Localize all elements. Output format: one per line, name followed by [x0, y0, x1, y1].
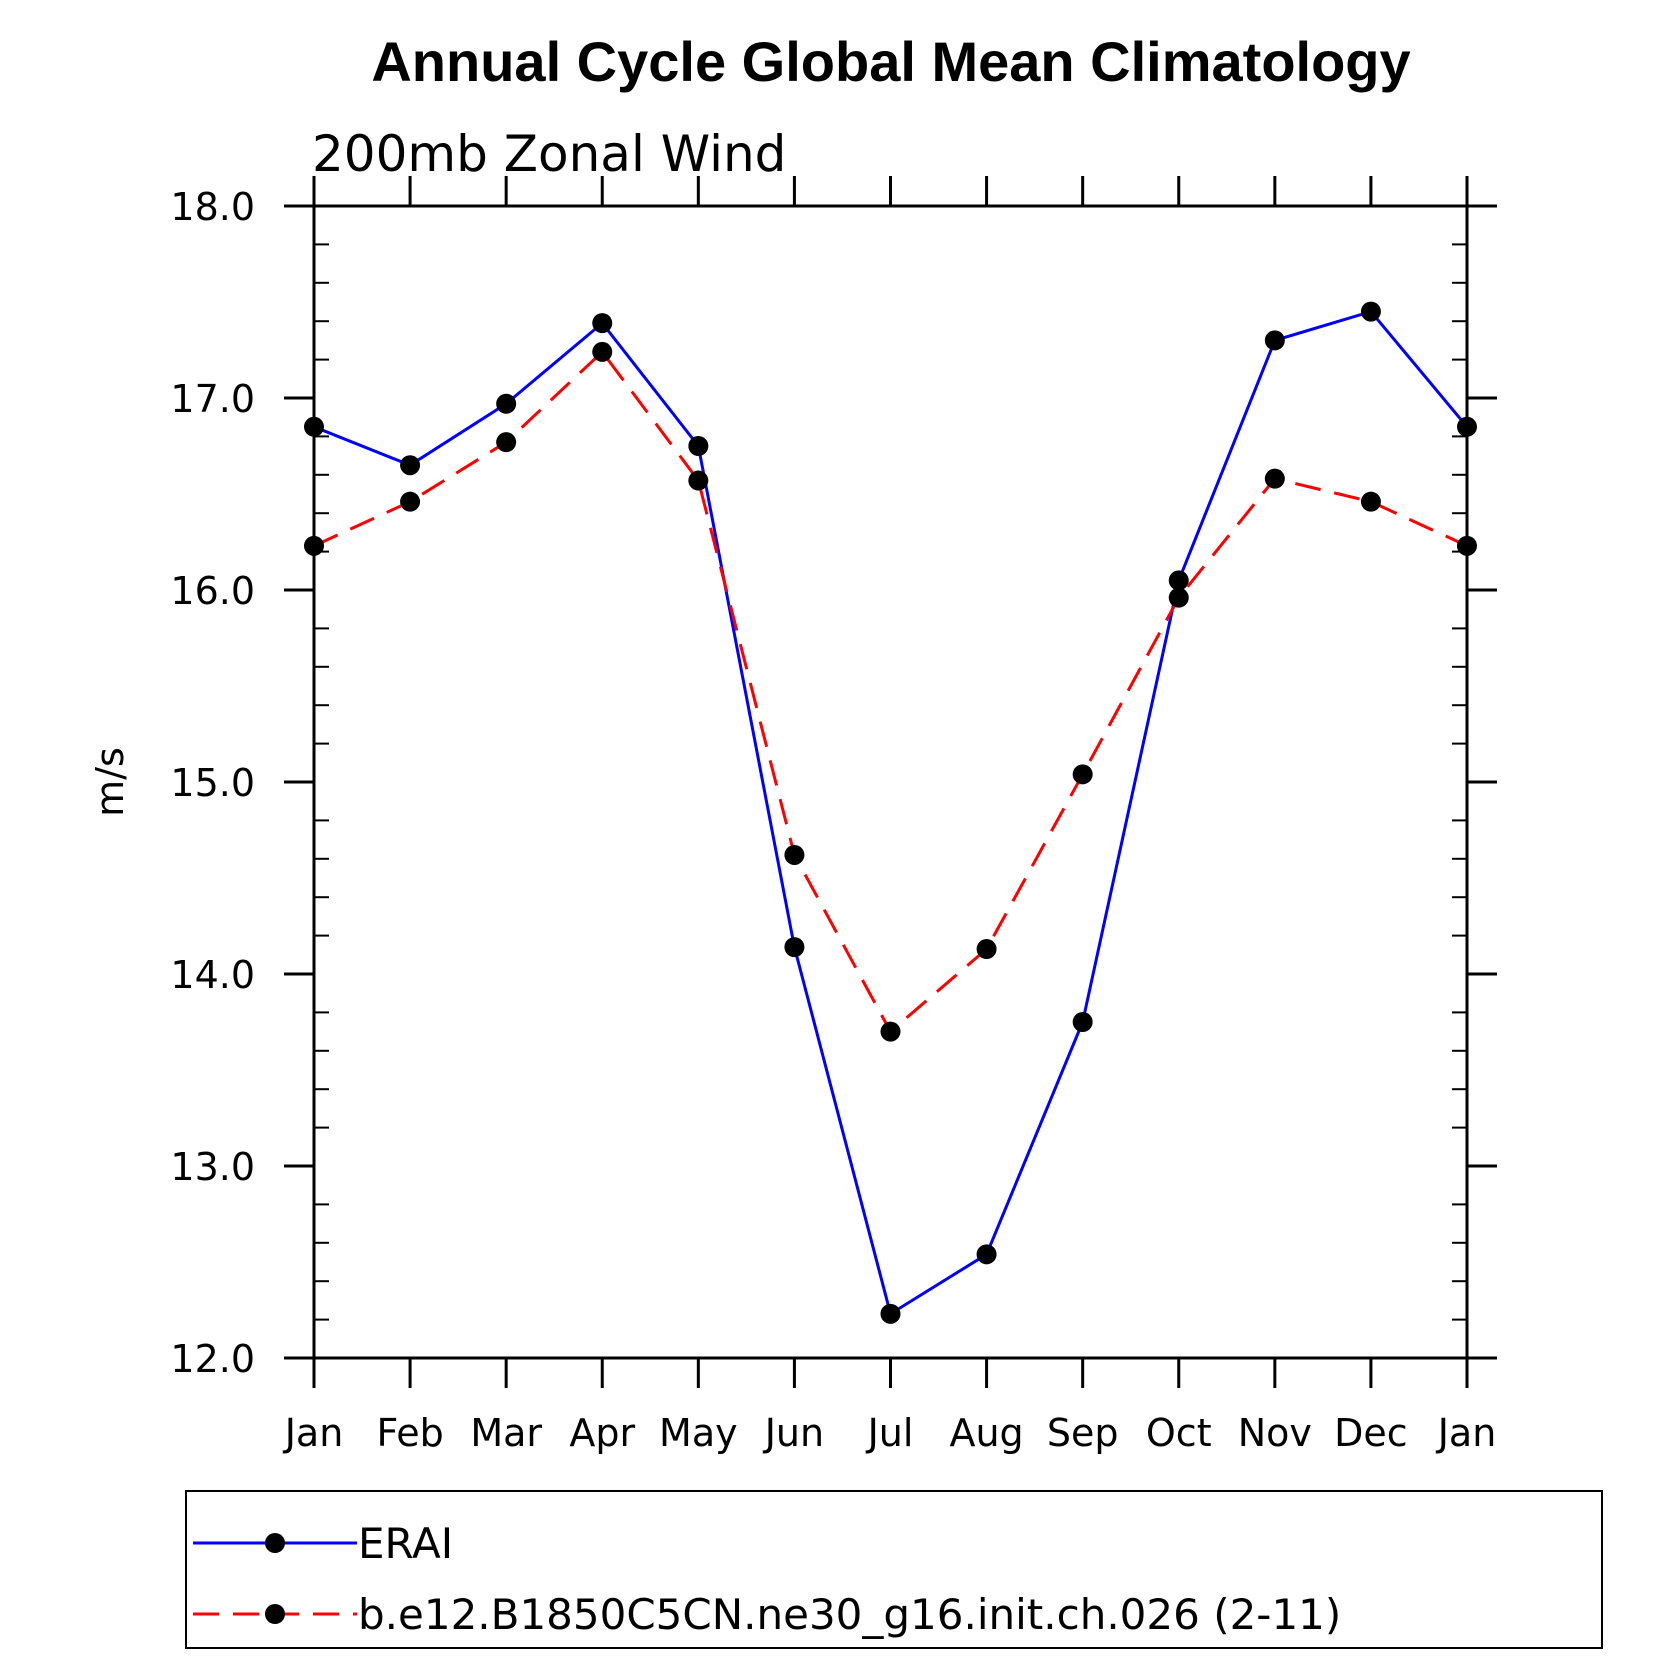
data-point-series-1: [400, 455, 421, 476]
legend-marker-1: [265, 1533, 285, 1553]
x-tick-label: Sep: [1047, 1411, 1119, 1455]
chart-title: Annual Cycle Global Mean Climatology: [371, 30, 1410, 93]
x-tick-label: Aug: [949, 1411, 1023, 1455]
x-tick-label: Nov: [1238, 1411, 1312, 1455]
x-tick-label: Jan: [1436, 1411, 1497, 1455]
data-point-series-2: [496, 432, 517, 453]
x-tick-label: Oct: [1146, 1411, 1212, 1455]
data-point-series-1: [1457, 416, 1477, 437]
data-point-series-2: [1457, 535, 1477, 556]
data-point-series-1: [784, 937, 805, 958]
plot-area: Jan Feb Mar Apr May Jun Jul Aug Sep Oct Nov Dec Jan 1…: [170, 176, 1497, 1455]
data-point-series-1: [1072, 1012, 1093, 1032]
legend-marker-2: [265, 1604, 285, 1624]
legend: ERAI b.e12.B1850C5CN.ne30_g16.init.ch.026…: [185, 1490, 1603, 1649]
data-point-series-1: [880, 1303, 901, 1324]
data-point-series-1: [304, 416, 324, 437]
x-tick-label: Jul: [866, 1411, 914, 1455]
data-point-series-1: [688, 436, 709, 456]
data-point-series-2: [880, 1021, 901, 1042]
x-tick-label: May: [659, 1411, 738, 1455]
x-tick-label: Dec: [1334, 1411, 1408, 1455]
x-tick-label: Apr: [569, 1411, 635, 1455]
series-line-2: [313, 349, 1468, 1034]
y-tick-label: 13.0: [170, 1145, 255, 1189]
x-tick-label: Feb: [376, 1411, 443, 1455]
data-point-series-2: [1072, 764, 1093, 785]
data-point-series-2: [1360, 491, 1381, 512]
x-tick-label: Jun: [763, 1411, 824, 1455]
x-tick-label: Mar: [470, 1411, 542, 1455]
y-tick-label: 15.0: [170, 761, 255, 805]
data-point-series-1: [1360, 301, 1381, 322]
x-tick-label: Jan: [283, 1411, 344, 1455]
data-point-series-1: [592, 313, 613, 334]
data-point-series-1: [496, 393, 517, 414]
data-point-series-2: [1264, 468, 1285, 489]
series-line-1: [313, 309, 1469, 1317]
data-point-series-1: [976, 1244, 997, 1265]
data-point-series-2: [784, 844, 805, 865]
data-point-series-2: [976, 939, 997, 960]
legend-label-2: b.e12.B1850C5CN.ne30_g16.init.ch.026 (2-…: [358, 1590, 1341, 1639]
legend-box: [185, 1490, 1603, 1649]
y-tick-label: 16.0: [170, 569, 255, 613]
y-axis-label: m/s: [88, 747, 132, 817]
y-tick-label: 17.0: [170, 377, 255, 421]
legend-label-1: ERAI: [358, 1519, 453, 1568]
data-point-series-2: [400, 491, 421, 512]
y-tick-label: 18.0: [170, 185, 255, 229]
data-point-series-2: [688, 470, 709, 491]
data-point-series-1: [1264, 330, 1285, 351]
data-point-series-2: [592, 341, 613, 362]
data-point-series-2: [1168, 587, 1189, 608]
plot-frame: [312, 204, 1469, 1360]
y-tick-label: 12.0: [170, 1337, 255, 1381]
y-tick-label: 14.0: [170, 953, 255, 997]
data-point-series-2: [304, 535, 324, 556]
chart-subtitle: 200mb Zonal Wind: [312, 125, 786, 183]
data-point-series-1: [1168, 570, 1189, 591]
